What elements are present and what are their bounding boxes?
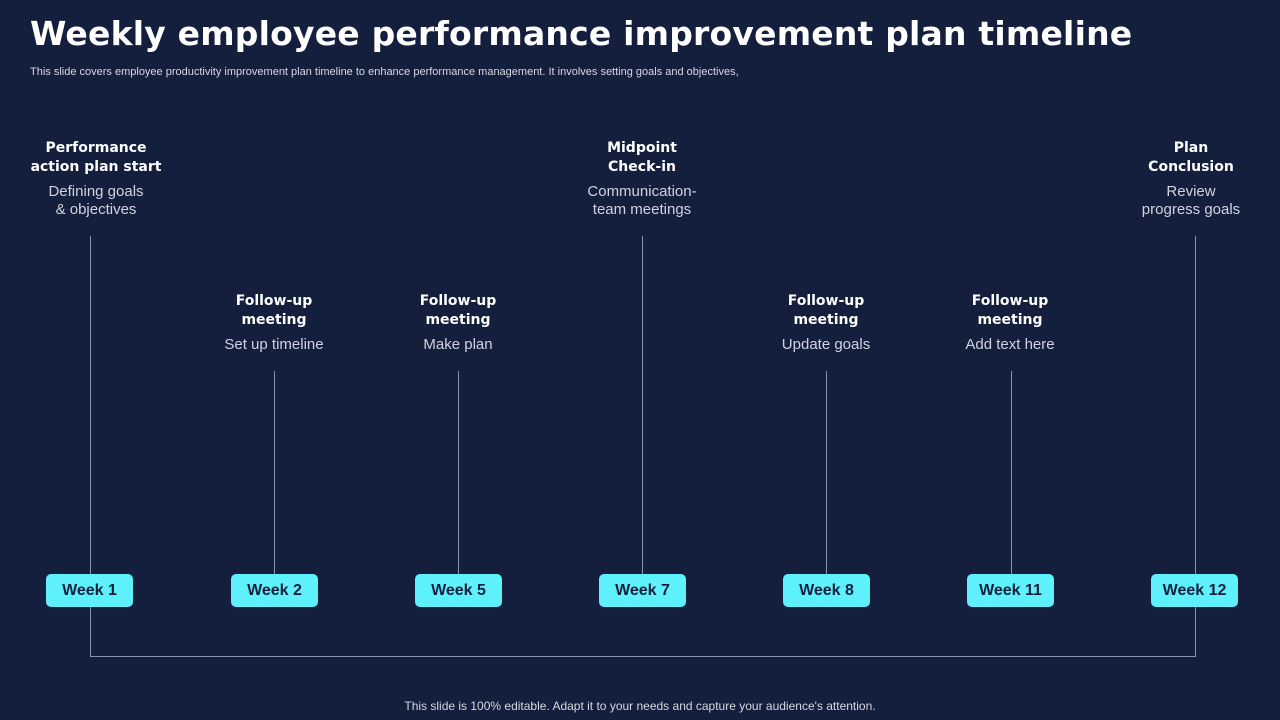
milestone-heading: Follow-up meeting	[787, 293, 865, 328]
milestone-description: Add text here	[965, 336, 1055, 353]
milestone-heading: Plan Conclusion	[1148, 140, 1234, 175]
milestone-description: Review progress goals	[1141, 183, 1241, 218]
timeline-bracket-bottom	[90, 656, 1196, 657]
milestone-description: Defining goals & objectives	[48, 183, 144, 218]
milestone-heading: Follow-up meeting	[235, 293, 313, 328]
milestone-connector	[826, 371, 827, 574]
milestone-week-8: Follow-up meeting Update goals	[741, 292, 911, 354]
milestone-description: Make plan	[423, 336, 493, 353]
week-8-badge[interactable]: Week 8	[783, 574, 870, 607]
week-5-badge[interactable]: Week 5	[415, 574, 502, 607]
milestone-heading: Performance action plan start	[30, 140, 162, 175]
milestone-week-1: Performance action plan start Defining g…	[11, 139, 181, 219]
milestone-connector	[1011, 371, 1012, 574]
milestone-week-11: Follow-up meeting Add text here	[925, 292, 1095, 354]
milestone-week-2: Follow-up meeting Set up timeline	[189, 292, 359, 354]
milestone-week-12: Plan Conclusion Review progress goals	[1106, 139, 1276, 219]
milestone-heading: Follow-up meeting	[971, 293, 1049, 328]
footer-note: This slide is 100% editable. Adapt it to…	[404, 699, 876, 713]
milestone-connector	[90, 236, 91, 574]
milestone-description: Set up timeline	[224, 336, 324, 353]
week-7-badge[interactable]: Week 7	[599, 574, 686, 607]
milestone-connector	[274, 371, 275, 574]
week-1-badge[interactable]: Week 1	[46, 574, 133, 607]
page-subtitle: This slide covers employee productivity …	[30, 66, 739, 78]
timeline-bracket-left	[90, 607, 91, 657]
milestone-description: Communication- team meetings	[587, 183, 697, 218]
page-title: Weekly employee performance improvement …	[30, 14, 1133, 53]
milestone-heading: Follow-up meeting	[419, 293, 497, 328]
milestone-heading: Midpoint Check-in	[607, 140, 677, 175]
week-2-badge[interactable]: Week 2	[231, 574, 318, 607]
milestone-connector	[1195, 236, 1196, 574]
week-11-badge[interactable]: Week 11	[967, 574, 1054, 607]
milestone-week-7: Midpoint Check-in Communication- team me…	[557, 139, 727, 219]
timeline-bracket-right	[1195, 607, 1196, 657]
milestone-week-5: Follow-up meeting Make plan	[373, 292, 543, 354]
week-12-badge[interactable]: Week 12	[1151, 574, 1238, 607]
milestone-connector	[642, 236, 643, 574]
milestone-connector	[458, 371, 459, 574]
milestone-description: Update goals	[781, 336, 871, 353]
